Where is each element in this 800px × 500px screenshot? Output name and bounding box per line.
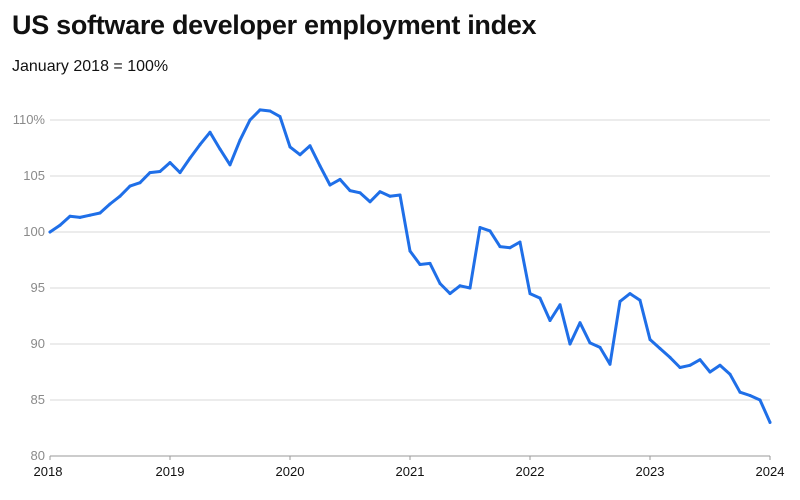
data-point [758,398,762,402]
data-point [128,184,132,188]
data-point [48,230,52,234]
data-point [158,170,162,173]
data-point [678,366,682,369]
data-point [468,286,472,290]
data-point [138,181,142,185]
data-point [258,108,262,112]
data-point [518,240,522,244]
data-point [398,193,402,197]
x-tick-label: 2023 [636,464,665,479]
data-point [148,171,152,175]
data-point [198,143,202,147]
y-tick-label: 85 [31,392,45,407]
data-point [418,263,422,266]
data-point [168,161,172,165]
data-point [638,298,642,302]
data-point [748,394,752,397]
x-axis: 2018 2019 2020 2021 2022 2023 2024 [34,456,785,479]
data-point [568,342,572,346]
series-points [48,108,772,424]
data-point [608,362,612,366]
data-point [348,189,352,193]
data-point [208,130,212,134]
data-point [628,292,632,296]
data-point [178,171,182,175]
data-point [688,363,692,367]
x-tick-label: 2022 [516,464,545,479]
data-point [548,319,552,322]
data-point [458,284,462,288]
y-tick-label: 95 [31,280,45,295]
data-point [288,145,292,149]
data-point [378,190,382,194]
data-point [318,164,322,168]
data-point [738,390,742,394]
data-point [228,163,232,167]
data-point [508,246,512,250]
data-point [528,292,532,296]
data-point [308,144,312,148]
data-point [328,183,332,187]
data-point [578,321,582,325]
y-tick-label: 80 [31,448,45,463]
data-point [278,115,282,119]
data-point [718,363,722,367]
data-point [218,147,222,151]
data-point [538,296,542,300]
y-tick-label: 110% [13,112,46,127]
x-tick-label: 2018 [34,464,63,479]
chart-title: US software developer employment index [12,10,537,40]
data-point [498,245,502,249]
data-point [558,303,562,307]
data-point [618,299,622,303]
data-point [648,338,652,341]
data-point [98,211,102,215]
data-point [448,292,452,296]
y-tick-label: 105 [23,168,45,183]
data-point [338,177,342,181]
data-point [238,138,242,142]
data-point [428,261,432,265]
data-point [588,341,592,345]
data-point [408,249,412,253]
data-point [658,347,662,350]
data-point [478,226,482,229]
data-point [358,191,362,195]
data-point [68,214,72,218]
data-point [78,215,82,219]
data-point [108,202,112,206]
y-tick-label: 90 [31,336,45,351]
data-point [88,213,92,217]
data-point [438,282,442,285]
x-tick-label: 2019 [156,464,185,479]
data-point [188,156,192,160]
data-point [488,229,492,233]
data-point [388,194,392,198]
data-point [768,420,772,424]
data-point [58,223,62,227]
series-layer [48,108,772,424]
data-point [728,372,732,376]
x-tick-label: 2021 [396,464,425,479]
data-point [118,194,122,198]
x-tick-label: 2020 [276,464,305,479]
data-point [668,355,672,359]
y-tick-label: 100 [23,224,45,239]
data-point [368,200,372,204]
data-point [598,345,602,349]
data-point [708,370,712,374]
data-point [298,153,302,157]
series-line [48,108,772,424]
data-point [248,118,252,122]
data-point [698,358,702,362]
data-point [268,109,272,113]
y-axis: 80 85 90 95 100 105 110% [13,112,46,463]
x-tick-label: 2024 [756,464,785,479]
chart-subtitle: January 2018 = 100% [12,58,169,75]
